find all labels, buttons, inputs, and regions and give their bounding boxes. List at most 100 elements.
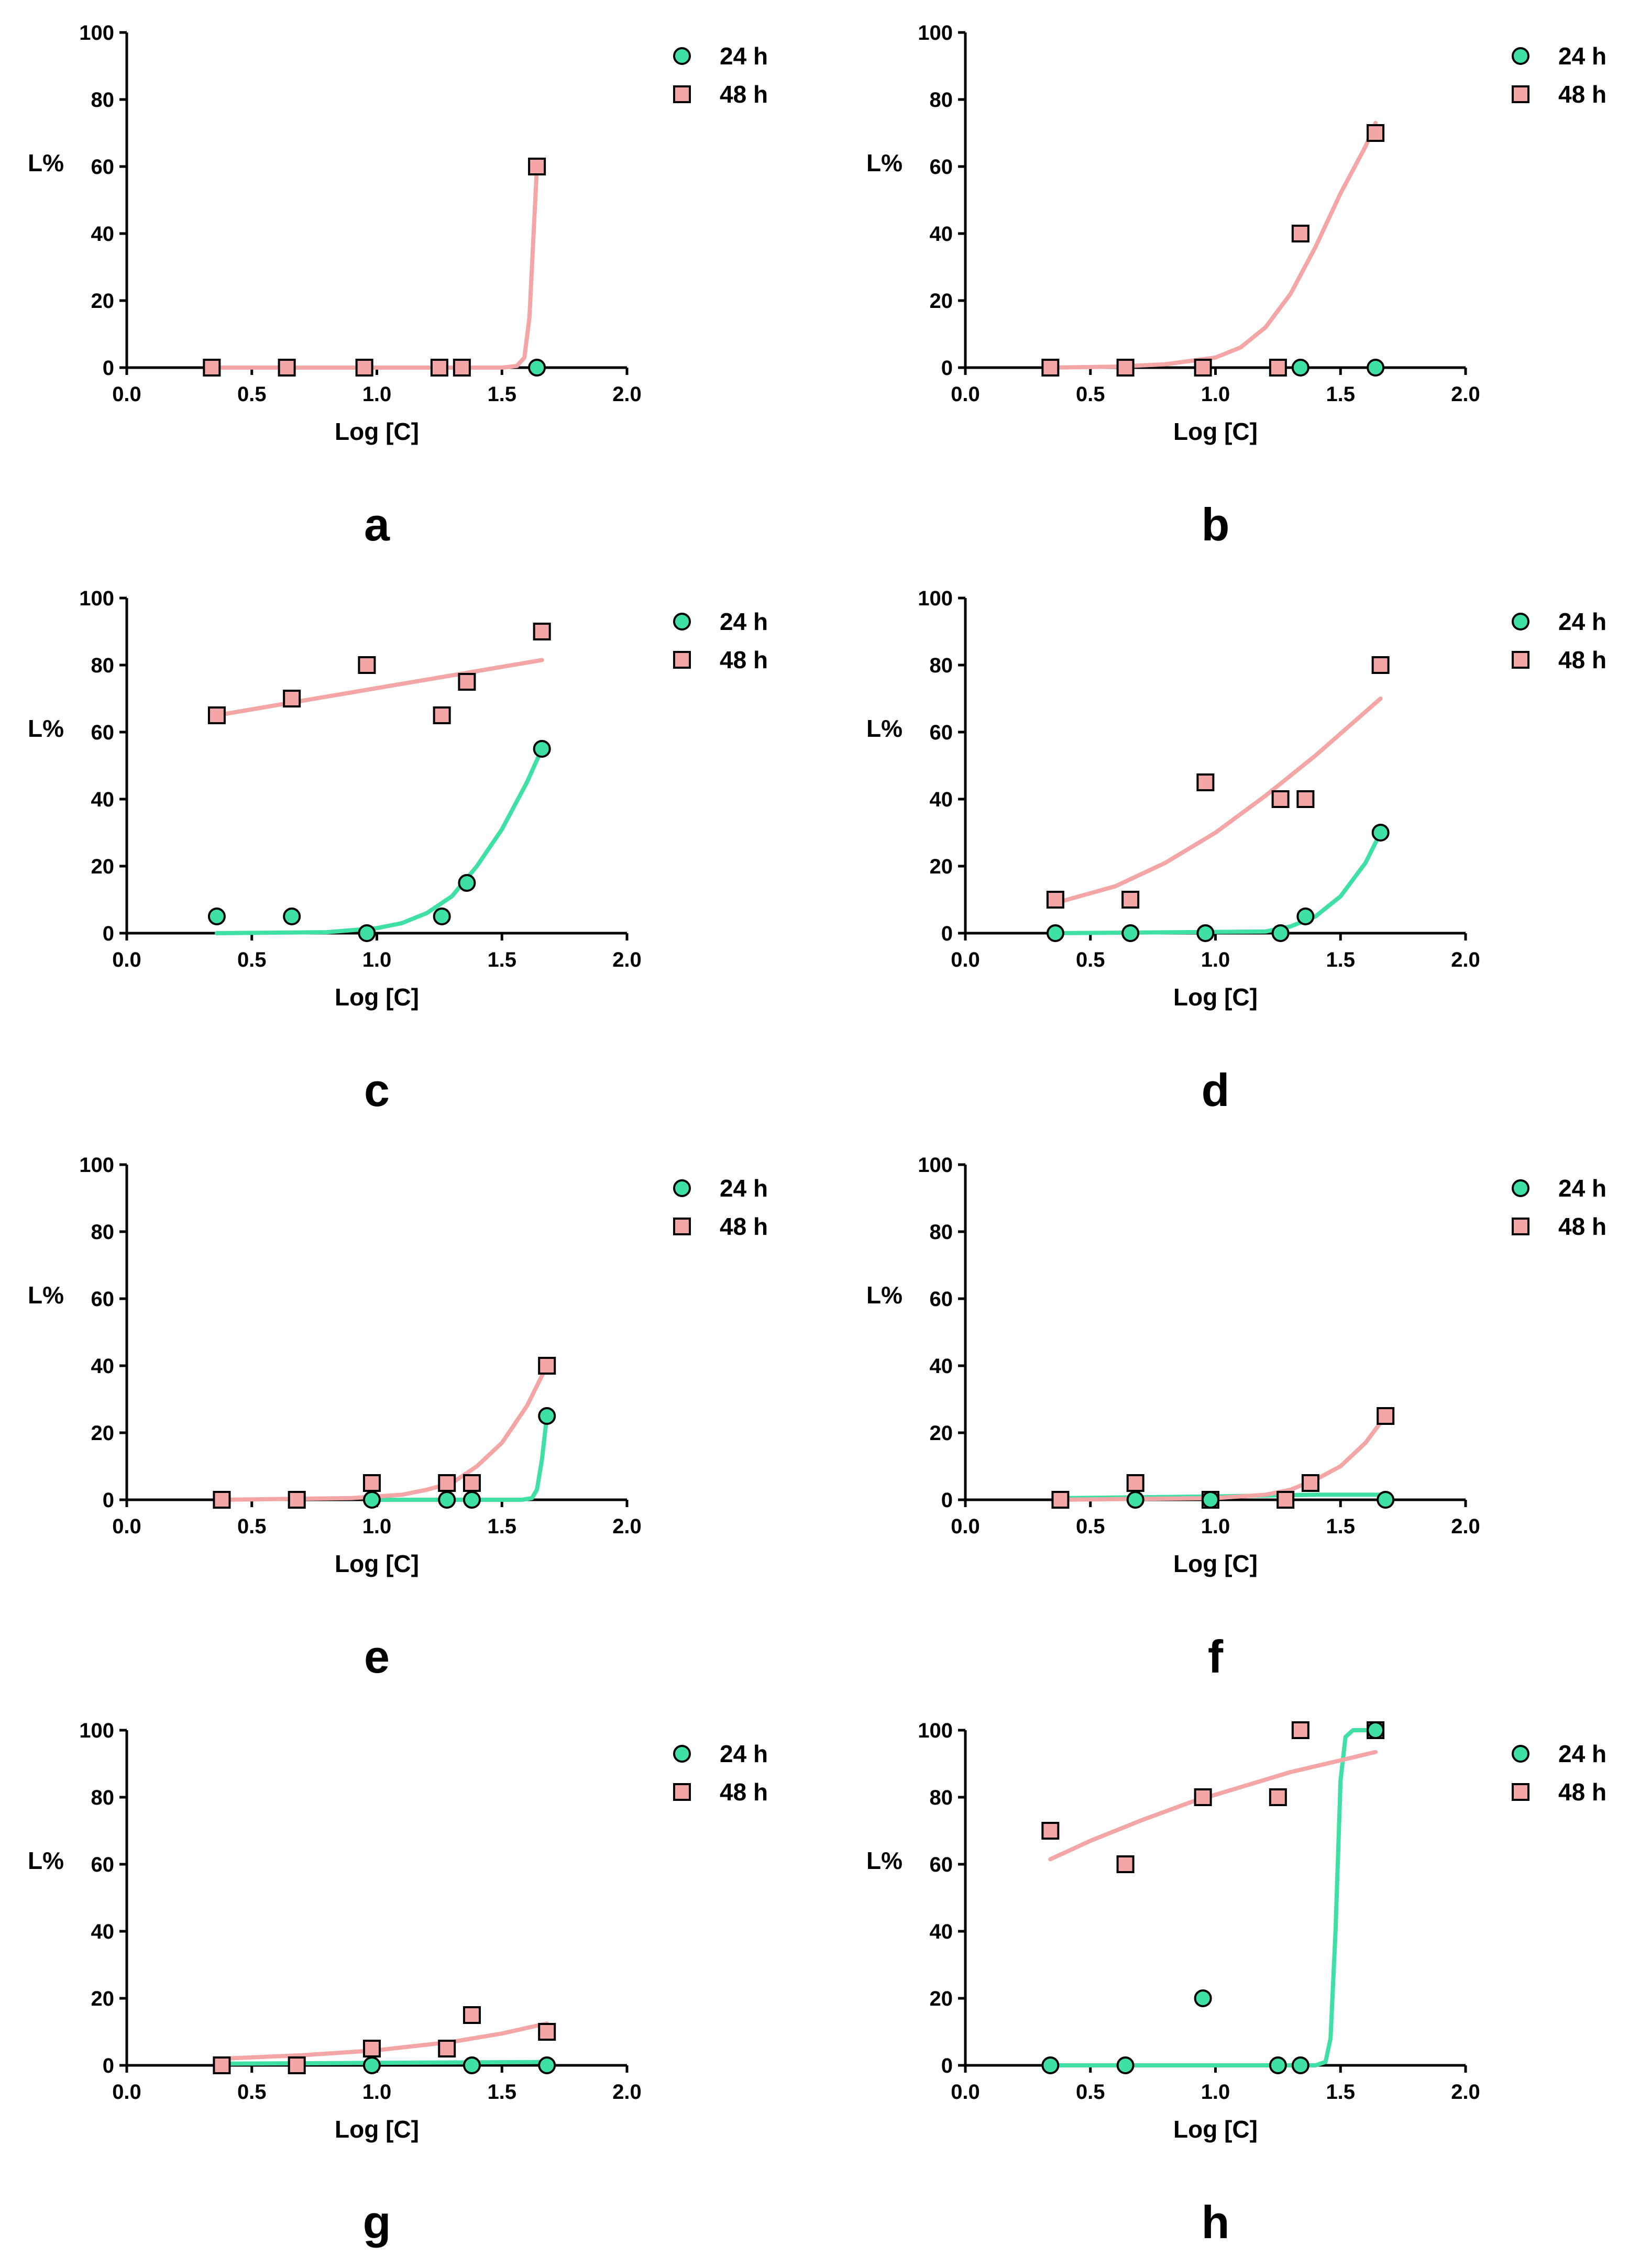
y-tick-label: 0	[941, 922, 953, 945]
data-point-24h	[538, 1407, 556, 1425]
data-point-48h	[358, 656, 376, 674]
x-tick-label: 1.5	[1326, 948, 1355, 971]
y-tick-label: 60	[91, 1853, 115, 1876]
data-point-48h	[1271, 790, 1290, 808]
data-point-24h	[1116, 2056, 1135, 2074]
panel-letter: a	[364, 499, 390, 550]
x-tick-label: 0.5	[1076, 1515, 1105, 1538]
y-tick-label: 100	[918, 21, 953, 45]
x-tick-label: 1.0	[362, 1515, 392, 1538]
y-axis-title: L%	[866, 715, 902, 742]
data-point-48h	[433, 706, 451, 724]
x-tick-label: 1.0	[362, 383, 392, 406]
y-tick-label: 80	[91, 1221, 115, 1244]
data-point-48h	[1291, 1721, 1309, 1739]
data-point-24h	[438, 1491, 456, 1509]
y-tick-label: 0	[941, 2054, 953, 2077]
data-point-48h	[438, 2040, 456, 2057]
y-tick-label: 40	[930, 1355, 953, 1378]
fit-curve-48h	[210, 164, 540, 370]
x-tick-label: 1.5	[487, 1515, 516, 1538]
fit-curve-24h	[1048, 1728, 1378, 2067]
data-point-24h	[362, 1491, 381, 1509]
legend-marker-24h	[1512, 613, 1529, 630]
x-tick-label: 0.5	[237, 948, 267, 971]
y-tick-label: 20	[91, 855, 115, 878]
data-point-48h	[1041, 1822, 1060, 1840]
y-tick-label: 40	[91, 788, 115, 811]
fit-curve-48h	[1053, 696, 1383, 905]
panel-b: 0 20 40 60 80 100 0.0 0.5 1.0 1.5 2.0 Log [C] L% b 24 …	[866, 21, 1606, 550]
legend-marker-24h	[673, 1179, 691, 1197]
panel-a: 0 20 40 60 80 100 0.0 0.5 1.0 1.5 2.0 Log [C] L% a 24 …	[28, 21, 768, 550]
y-tick-label: 60	[930, 1853, 953, 1876]
fit-curve-24h	[1053, 831, 1383, 935]
data-point-24h	[1291, 359, 1309, 377]
legend-label-48h: 48 h	[720, 1213, 768, 1240]
y-axis-title: L%	[866, 149, 902, 176]
data-point-48h	[453, 359, 471, 377]
data-point-48h	[362, 1474, 381, 1492]
panel-letter: f	[1208, 1631, 1224, 1683]
fit-curve-48h	[219, 2021, 549, 2061]
legend-label-48h: 48 h	[720, 646, 768, 673]
y-tick-label: 20	[930, 1422, 953, 1445]
y-tick-label: 0	[103, 2054, 114, 2077]
fit-curve-48h	[1048, 120, 1378, 370]
fit-curve-48h	[214, 658, 544, 717]
y-axis-title: L%	[28, 1281, 64, 1309]
data-point-48h	[1046, 891, 1064, 909]
data-point-48h	[438, 1474, 456, 1492]
data-point-48h	[207, 706, 226, 724]
panel-letter: e	[364, 1631, 390, 1683]
data-point-24h	[1196, 924, 1215, 942]
data-point-48h	[538, 2023, 556, 2041]
x-tick-label: 0.0	[951, 948, 980, 971]
legend-label-24h: 24 h	[1558, 1740, 1606, 1767]
data-point-48h	[1269, 359, 1287, 377]
y-tick-label: 40	[91, 1355, 115, 1378]
data-point-24h	[1041, 2056, 1060, 2074]
y-tick-label: 60	[930, 156, 953, 179]
x-tick-label: 2.0	[612, 948, 642, 971]
fit-curve-48h	[1048, 1750, 1378, 1862]
data-point-24h	[1126, 1491, 1144, 1509]
data-point-24h	[1367, 1721, 1385, 1739]
panel-c: 0 20 40 60 80 100 0.0 0.5 1.0 1.5 2.0 Log [C] L% c 24 …	[28, 587, 768, 1116]
data-point-48h	[1371, 656, 1390, 674]
y-tick-label: 0	[103, 1489, 114, 1512]
y-tick-label: 100	[79, 1154, 114, 1177]
data-point-48h	[203, 359, 221, 377]
data-point-48h	[528, 158, 546, 175]
y-tick-label: 60	[91, 156, 115, 179]
data-point-24h	[1367, 359, 1385, 377]
x-tick-label: 0.0	[112, 948, 141, 971]
fit-curve-24h	[370, 1414, 549, 1502]
x-tick-label: 0.0	[112, 383, 141, 406]
data-point-24h	[463, 2056, 481, 2074]
y-tick-label: 80	[91, 88, 115, 112]
data-point-24h	[1271, 924, 1290, 942]
legend-marker-48h	[1512, 651, 1529, 669]
panel-letter: c	[364, 1064, 390, 1116]
y-tick-label: 0	[103, 357, 114, 380]
legend-label-24h: 24 h	[720, 1740, 768, 1767]
y-tick-label: 0	[941, 1489, 953, 1512]
x-axis-title: Log [C]	[1173, 983, 1258, 1011]
y-tick-label: 20	[91, 290, 115, 313]
x-tick-label: 0.0	[112, 2081, 141, 2104]
x-tick-label: 0.0	[112, 1515, 141, 1538]
data-point-24h	[1201, 1491, 1219, 1509]
x-tick-label: 1.5	[487, 948, 516, 971]
x-tick-label: 1.5	[1326, 2081, 1355, 2104]
x-tick-label: 0.0	[951, 383, 980, 406]
y-tick-label: 100	[79, 1719, 114, 1742]
data-point-48h	[463, 1474, 481, 1492]
y-axis-title: L%	[866, 1281, 902, 1309]
y-tick-label: 40	[91, 1920, 115, 1943]
y-tick-label: 100	[918, 587, 953, 610]
data-point-48h	[1116, 359, 1135, 377]
data-point-48h	[1126, 1474, 1144, 1492]
data-point-24h	[1121, 924, 1140, 942]
y-tick-label: 80	[91, 654, 115, 677]
